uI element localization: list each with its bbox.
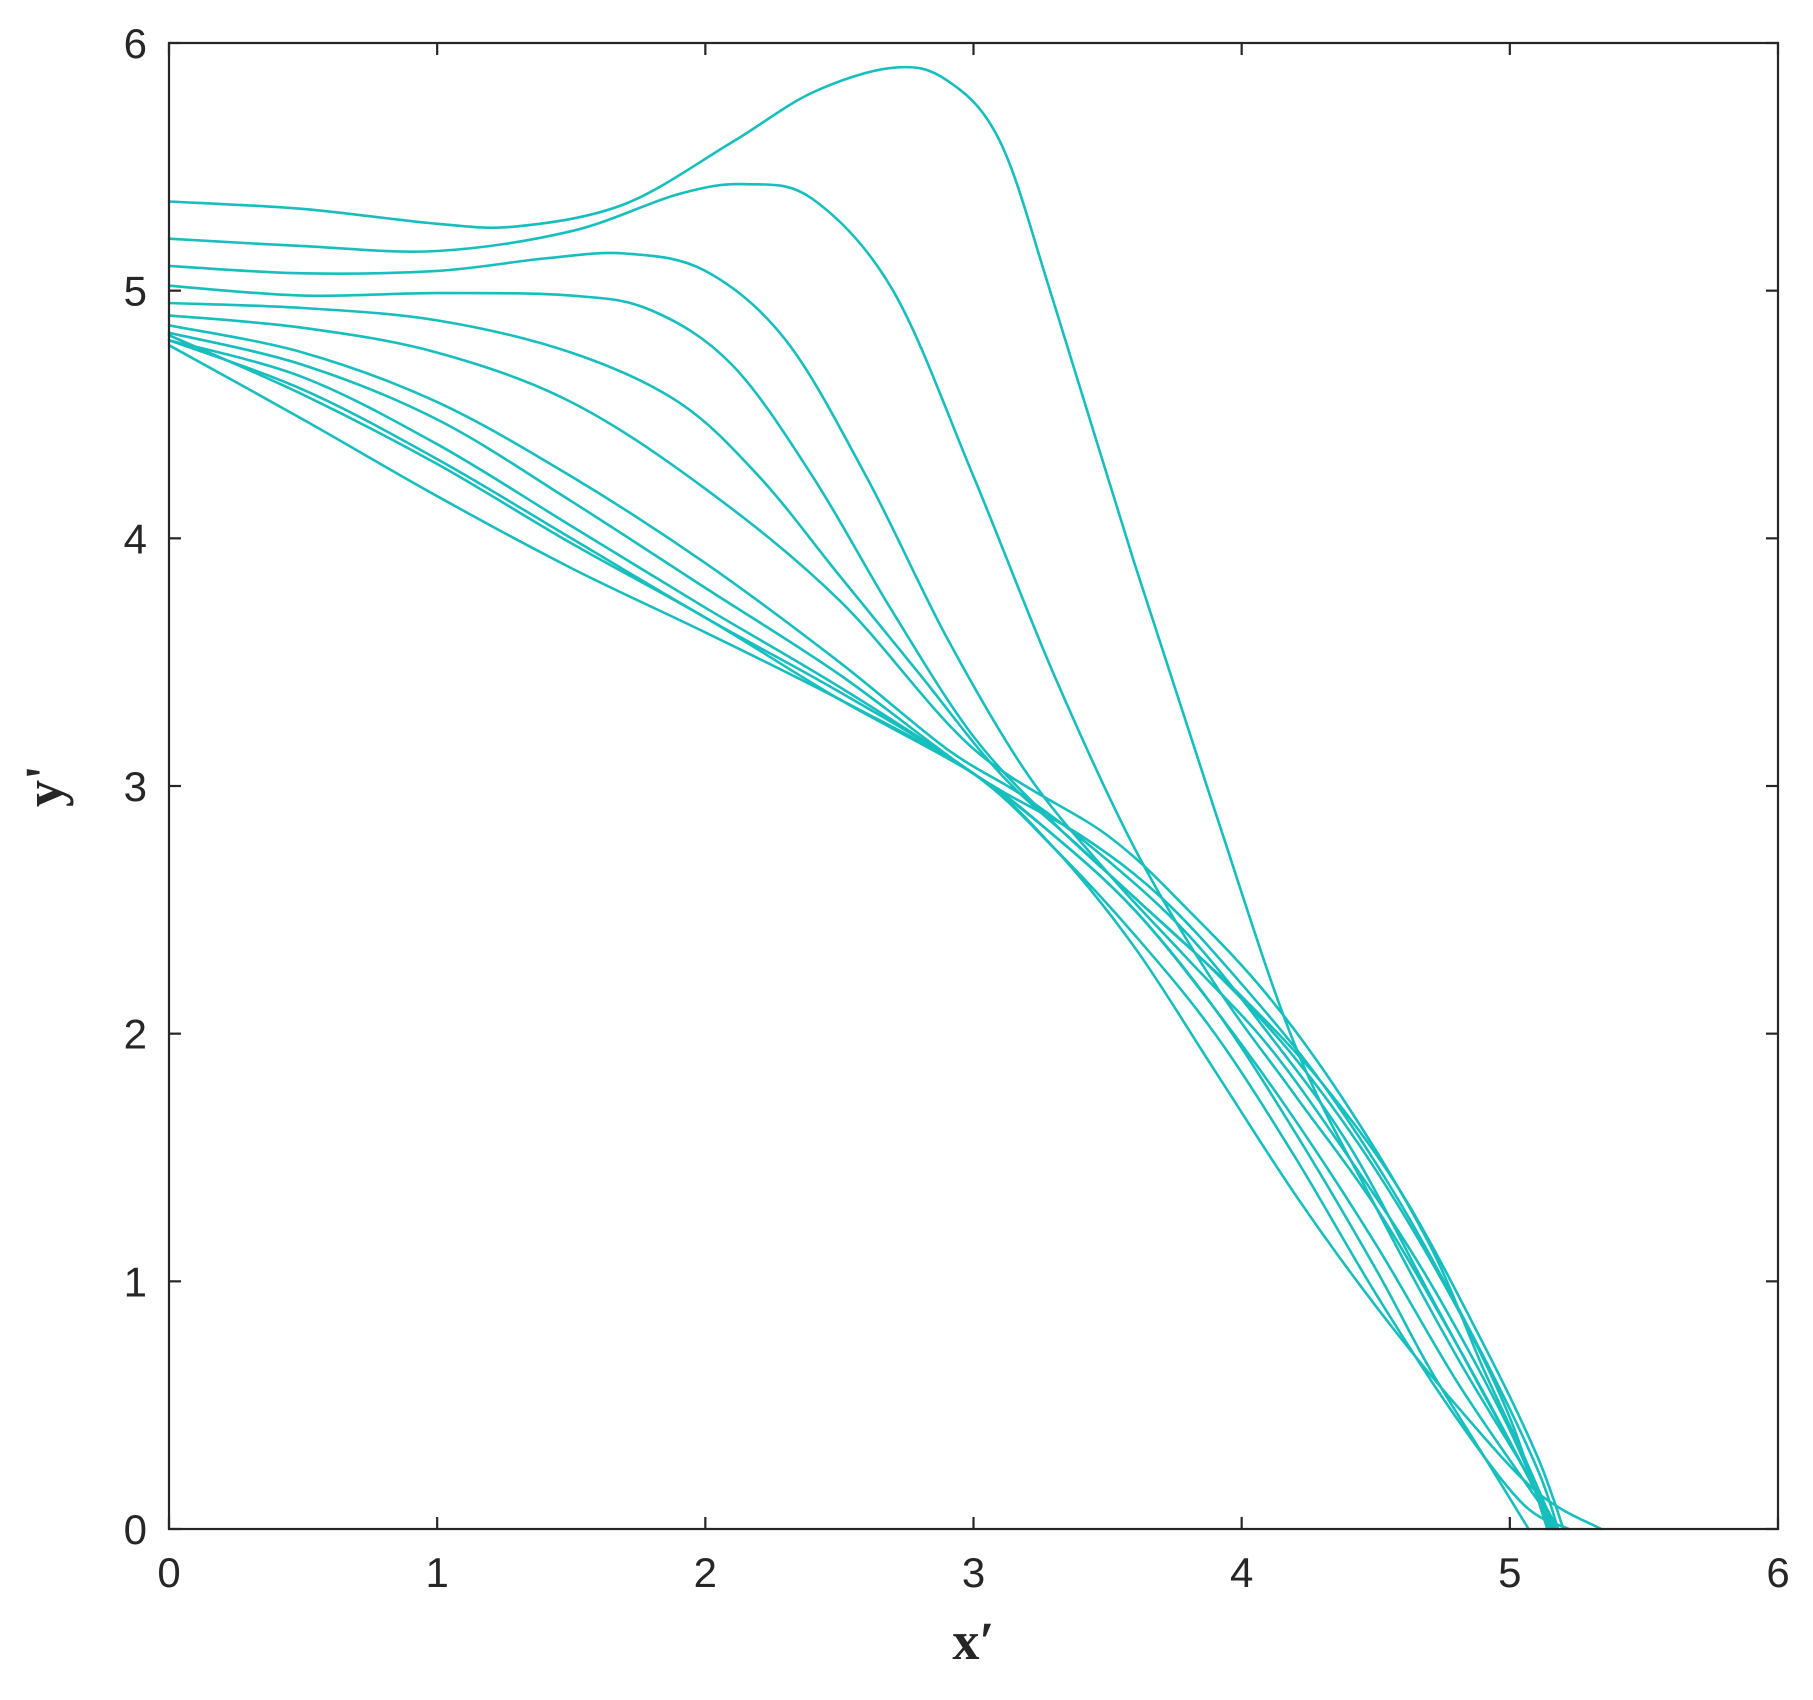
x-tick-label: 6 (1766, 1549, 1789, 1596)
x-tick-labels: 0 1 2 3 4 5 6 (157, 1549, 1789, 1596)
series-line-10 (167, 338, 1571, 1531)
series-line-7 (167, 324, 1557, 1531)
x-tick-label: 0 (157, 1549, 180, 1596)
x-tick-label: 4 (1230, 1549, 1253, 1596)
series-line-5 (167, 301, 1565, 1531)
series-lines (167, 65, 1603, 1531)
series-line-8 (167, 331, 1560, 1531)
series-line-3 (167, 251, 1552, 1531)
x-axis-label: x′ (952, 1611, 994, 1671)
x-tick-label: 3 (962, 1549, 985, 1596)
x-tick-label: 5 (1498, 1549, 1521, 1596)
plot-frame (167, 41, 1780, 1531)
y-tick-label: 1 (124, 1258, 147, 1305)
y-tick-label: 2 (124, 1011, 147, 1058)
axis-ticks (167, 41, 1780, 1531)
series-line-6 (167, 314, 1557, 1531)
y-tick-label: 4 (124, 515, 147, 562)
series-line-2 (167, 182, 1554, 1531)
y-axis-label: y' (14, 765, 74, 807)
x-tick-label: 1 (425, 1549, 448, 1596)
x-tick-label: 2 (694, 1549, 717, 1596)
series-line-9 (167, 338, 1560, 1531)
y-tick-labels: 0 1 2 3 4 5 6 (124, 20, 147, 1553)
y-tick-label: 0 (124, 1506, 147, 1553)
series-line-12 (167, 333, 1530, 1531)
series-line-4 (167, 284, 1549, 1531)
y-tick-label: 3 (124, 763, 147, 810)
series-line-1 (167, 65, 1560, 1531)
y-tick-label: 6 (124, 20, 147, 67)
y-tick-label: 5 (124, 268, 147, 315)
series-line-11 (167, 343, 1603, 1531)
